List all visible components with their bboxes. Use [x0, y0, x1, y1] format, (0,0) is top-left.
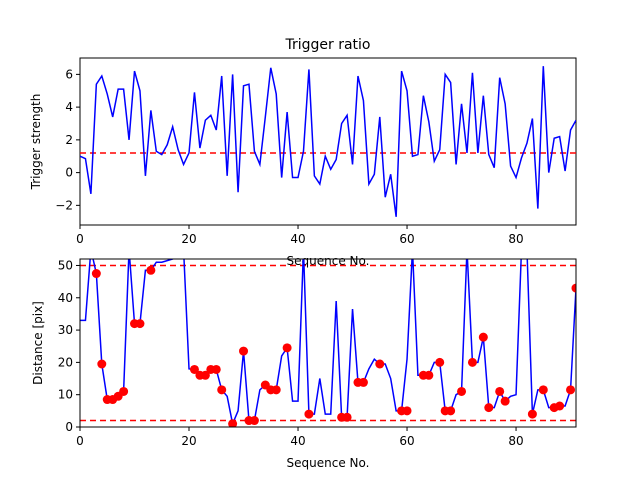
bottom-chart-xlabel: Sequence No. [287, 456, 370, 470]
bottom-marker-point [189, 364, 199, 374]
bottom-marker-point [571, 283, 576, 293]
bottom-ytick-label: 10 [58, 388, 73, 402]
bottom-marker-point [446, 406, 456, 416]
top-ytick-label: 2 [65, 133, 73, 147]
bottom-ytick-label: 50 [58, 258, 73, 272]
bottom-marker-point [146, 265, 156, 275]
bottom-marker-point [91, 269, 101, 279]
bottom-ytick-label: 40 [58, 291, 73, 305]
bottom-marker-point [271, 385, 281, 395]
bottom-marker-point [555, 401, 565, 411]
top-xtick-label: 20 [181, 232, 196, 246]
bottom-marker-point [282, 343, 292, 353]
top-axis-ticks: 0 20 40 60 80 −2 0 2 4 6 [55, 67, 523, 246]
top-chart-xlabel: Sequence No. [287, 254, 370, 268]
bottom-marker-point [200, 370, 210, 380]
bottom-marker-point [495, 386, 505, 396]
bottom-marker-point [375, 359, 385, 369]
bottom-marker-point [484, 403, 494, 413]
bottom-markers [91, 265, 576, 427]
top-series-line [80, 66, 576, 217]
bottom-marker-point [457, 386, 467, 396]
bottom-xtick-label: 20 [181, 434, 196, 448]
bottom-marker-point [211, 364, 221, 374]
bottom-marker-point [97, 359, 107, 369]
bottom-plot-frame [79, 258, 577, 428]
bottom-marker-point [228, 419, 238, 427]
bottom-marker-point [402, 406, 412, 416]
top-chart-title: Trigger ratio [284, 37, 370, 53]
top-chart-ylabel: Trigger strength [29, 94, 43, 191]
top-xtick-label: 60 [399, 232, 414, 246]
bottom-marker-point [538, 385, 548, 395]
bottom-marker-point [435, 357, 445, 367]
bottom-marker-point [342, 412, 352, 422]
bottom-chart-ylabel: Distance [pix] [31, 301, 45, 385]
bottom-series-line [80, 259, 576, 427]
bottom-ytick-label: 30 [58, 323, 73, 337]
top-plot-frame [79, 57, 577, 226]
top-ytick-label: 4 [65, 100, 73, 114]
bottom-xtick-label: 40 [290, 434, 305, 448]
top-xtick-label: 80 [508, 232, 523, 246]
bottom-axis-ticks: 0 20 40 60 80 0 10 20 30 40 50 [58, 258, 524, 448]
bottom-marker-point [566, 385, 576, 395]
top-chart: Trigger ratio 0 20 40 60 80 −2 0 2 4 6 Sequence N… [29, 37, 577, 268]
bottom-marker-point [527, 409, 537, 419]
bottom-marker-point [119, 386, 129, 396]
bottom-marker-point [500, 396, 510, 406]
bottom-marker-point [249, 416, 259, 426]
bottom-ytick-label: 0 [65, 420, 73, 434]
bottom-chart: 0 20 40 60 80 0 10 20 30 40 50 Sequence No. Distan… [31, 258, 577, 470]
top-xtick-label: 40 [290, 232, 305, 246]
bottom-marker-point [358, 377, 368, 387]
bottom-marker-point [478, 332, 488, 342]
top-ytick-label: 6 [65, 67, 73, 81]
bottom-marker-point [424, 370, 434, 380]
top-ytick-label: −2 [55, 198, 73, 212]
bottom-marker-point [135, 319, 145, 329]
top-ytick-label: 0 [65, 166, 73, 180]
bottom-marker-point [467, 357, 477, 367]
bottom-marker-point [304, 409, 314, 419]
bottom-xtick-label: 80 [508, 434, 523, 448]
top-xtick-label: 0 [76, 232, 84, 246]
bottom-ytick-label: 20 [58, 355, 73, 369]
bottom-xtick-label: 0 [76, 434, 84, 448]
bottom-xtick-label: 60 [399, 434, 414, 448]
bottom-marker-point [239, 346, 249, 356]
bottom-marker-point [217, 385, 227, 395]
